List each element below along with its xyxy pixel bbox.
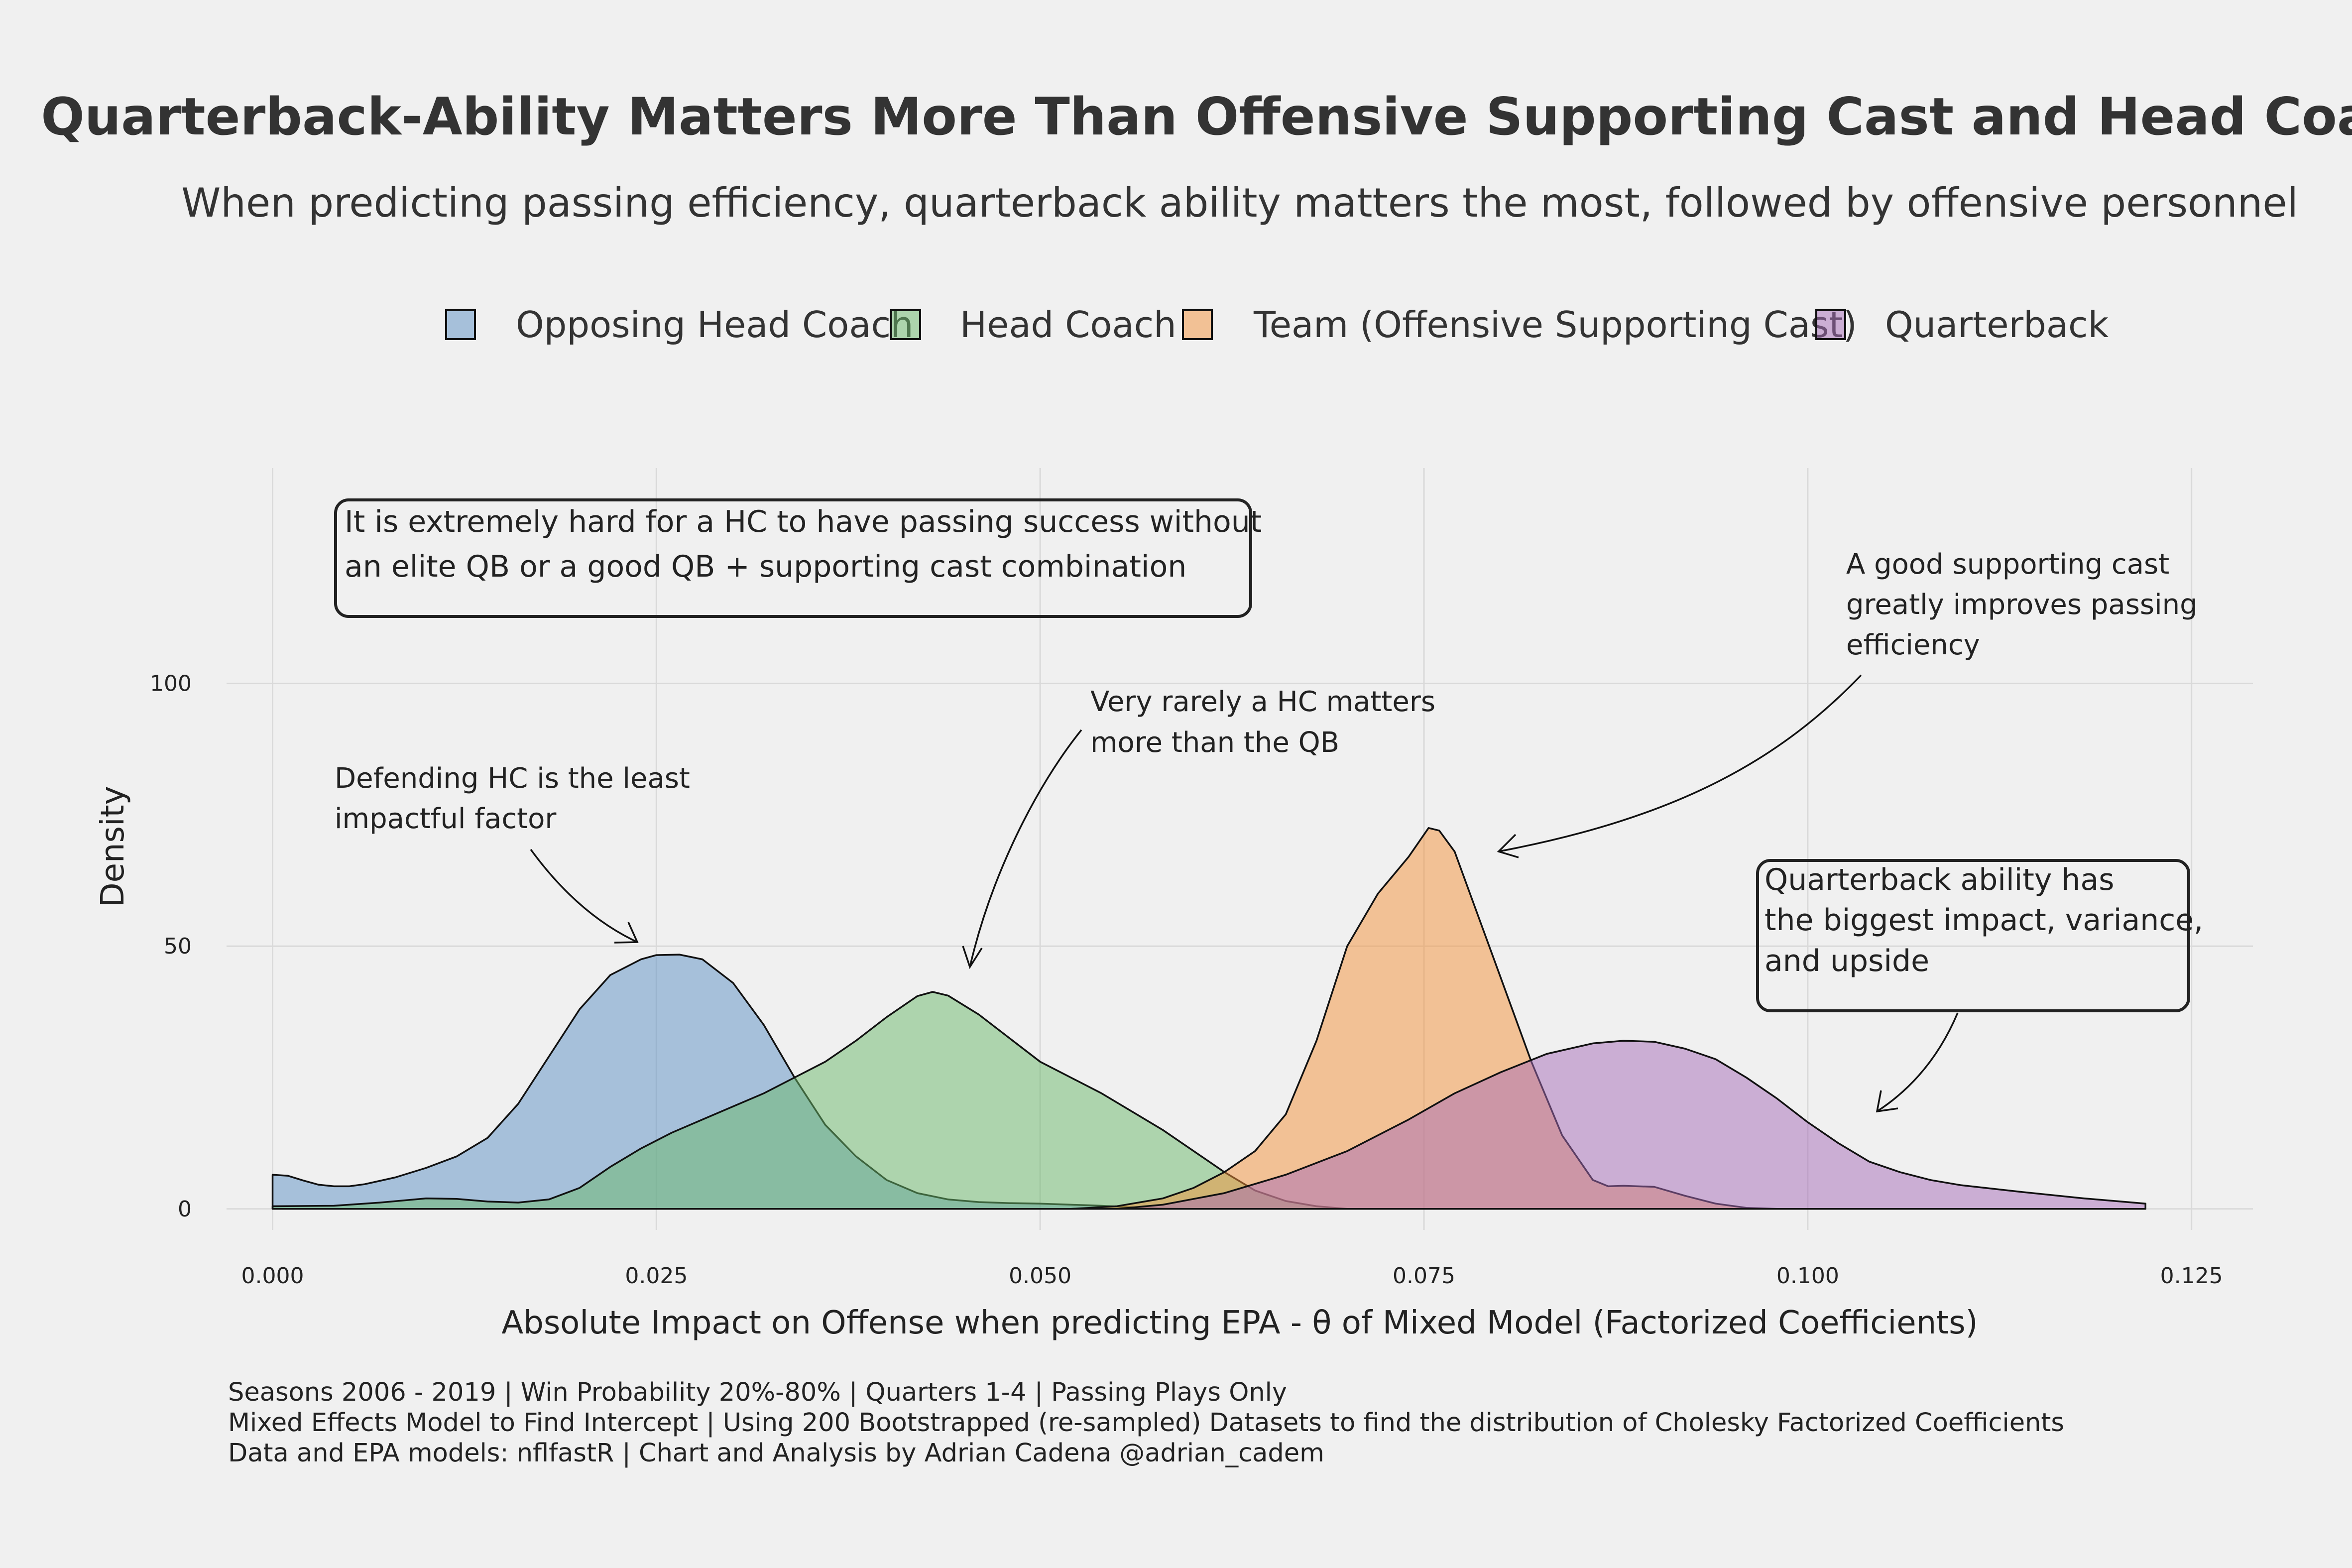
legend: Opposing Head Coach Head Coach Team (Off… (445, 304, 2109, 346)
annotation-arrow-hc-vs-qb (969, 729, 1082, 967)
annotation-box-quarterback: Quarterback ability has the biggest impa… (1756, 859, 2203, 1113)
annotation-box-hc-success: It is extremely hard for a HC to have pa… (334, 498, 1262, 618)
annotation-box-hc-success-line-1: It is extremely hard for a HC to have pa… (345, 504, 1262, 539)
chart-caption: Seasons 2006 - 2019 | Win Probability 20… (228, 1378, 2064, 1468)
annotation-box-quarterback-line-3: and upside (1764, 944, 1929, 978)
annotation-defending-hc-line-2: impactful factor (335, 803, 557, 835)
annotation-arrow-quarterback (1877, 1012, 1959, 1112)
caption-line-1: Seasons 2006 - 2019 | Win Probability 20… (228, 1378, 1287, 1407)
annotation-arrowhead-defending-hc (614, 922, 639, 944)
x-axis-ticks: 0.000 0.025 0.050 0.075 0.100 0.125 (241, 1263, 2223, 1289)
annotation-arrow-supporting-cast (1498, 674, 1862, 852)
annotation-arrowhead-quarterback (1876, 1090, 1898, 1113)
x-tick-label-3: 0.075 (1393, 1263, 1455, 1289)
x-tick-label-5: 0.125 (2160, 1263, 2223, 1289)
y-tick-label-1: 50 (164, 934, 192, 959)
density-area-quarterback (1116, 1040, 2146, 1210)
legend-key-team (1182, 309, 1213, 340)
density-areas (271, 827, 2146, 1210)
annotation-defending-hc: Defending HC is the least impactful fact… (335, 762, 690, 944)
annotation-supporting-cast-line-2: greatly improves passing (1846, 589, 2198, 621)
y-axis-title: Density (95, 786, 131, 907)
chart-subtitle: When predicting passing efficiency, quar… (181, 180, 2298, 226)
annotation-supporting-cast-line-1: A good supporting cast (1846, 548, 2169, 581)
annotation-box-quarterback-line-2: the biggest impact, variance, (1764, 903, 2203, 938)
y-tick-label-2: 100 (150, 671, 192, 697)
annotation-supporting-cast-line-3: efficiency (1846, 629, 1980, 661)
legend-label-opposing-head-coach: Opposing Head Coach (516, 304, 914, 346)
y-tick-label-0: 0 (178, 1197, 192, 1222)
chart-title: Quarterback-Ability Matters More Than Of… (41, 87, 2352, 147)
annotation-arrowhead-supporting-cast (1497, 834, 1519, 858)
caption-line-2: Mixed Effects Model to Find Intercept | … (228, 1408, 2064, 1438)
annotation-box-hc-success-line-2: an elite QB or a good QB + supporting ca… (345, 549, 1186, 584)
legend-label-head-coach: Head Coach (960, 304, 1176, 346)
x-tick-label-0: 0.000 (241, 1263, 304, 1289)
y-axis-ticks: 0 50 100 (150, 671, 192, 1222)
legend-label-team: Team (Offensive Supporting Cast) (1253, 304, 1857, 346)
annotation-arrowhead-hc-vs-qb (962, 946, 983, 969)
annotation-hc-vs-qb: Very rarely a HC matters more than the Q… (962, 686, 1435, 969)
legend-key-head-coach (890, 309, 921, 340)
legend-key-opposing-head-coach (445, 309, 476, 340)
annotation-defending-hc-line-1: Defending HC is the least (335, 762, 690, 795)
x-tick-label-2: 0.050 (1009, 1263, 1071, 1289)
annotation-arrow-defending-hc (530, 848, 638, 943)
x-tick-label-1: 0.025 (625, 1263, 688, 1289)
x-tick-label-4: 0.100 (1776, 1263, 1839, 1289)
legend-key-quarterback (1815, 309, 1846, 340)
caption-line-3: Data and EPA models: nflfastR | Chart an… (228, 1439, 1324, 1468)
annotation-box-quarterback-line-1: Quarterback ability has (1764, 862, 2114, 897)
density-area-head-coach (271, 991, 1348, 1210)
annotation-hc-vs-qb-line-2: more than the QB (1090, 726, 1339, 759)
x-axis-title: Absolute Impact on Offense when predicti… (501, 1305, 1978, 1341)
annotation-hc-vs-qb-line-1: Very rarely a HC matters (1090, 686, 1435, 718)
annotation-supporting-cast: A good supporting cast greatly improves … (1497, 548, 2198, 858)
legend-label-quarterback: Quarterback (1885, 304, 2109, 346)
